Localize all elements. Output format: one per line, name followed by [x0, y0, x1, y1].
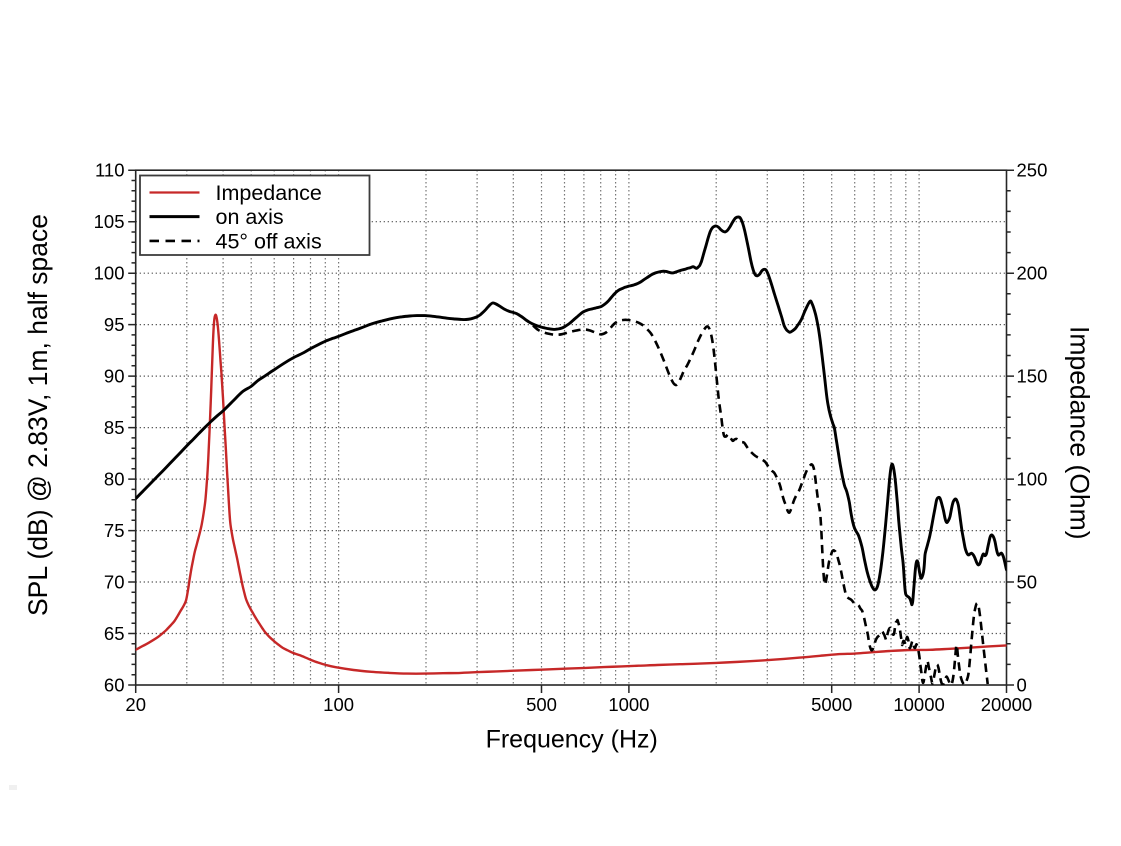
svg-text:on axis: on axis — [216, 205, 284, 229]
svg-text:80: 80 — [104, 469, 125, 490]
svg-text:SPL (dB) @ 2.83V, 1m, half spa: SPL (dB) @ 2.83V, 1m, half space — [23, 214, 53, 616]
svg-text:95: 95 — [104, 314, 125, 335]
svg-text:50: 50 — [1017, 571, 1038, 592]
svg-text:100: 100 — [1017, 469, 1048, 490]
svg-text:20: 20 — [125, 694, 146, 715]
svg-text:100: 100 — [323, 694, 354, 715]
svg-text:10000: 10000 — [893, 694, 944, 715]
svg-text:0: 0 — [1017, 674, 1027, 695]
svg-text:500: 500 — [526, 694, 557, 715]
svg-text:Impedance (Ohm): Impedance (Ohm) — [1065, 326, 1095, 540]
svg-text:90: 90 — [104, 366, 125, 387]
svg-text:150: 150 — [1017, 366, 1048, 387]
svg-text:60: 60 — [104, 674, 125, 695]
svg-text:65: 65 — [104, 623, 125, 644]
svg-text:105: 105 — [94, 211, 125, 232]
svg-text:45° off axis: 45° off axis — [216, 229, 322, 253]
svg-text:5000: 5000 — [811, 694, 852, 715]
svg-text:Impedance: Impedance — [216, 181, 322, 205]
svg-text:250: 250 — [1017, 160, 1048, 181]
svg-text:200: 200 — [1017, 263, 1048, 284]
svg-text:Frequency (Hz): Frequency (Hz) — [486, 726, 658, 754]
svg-text:100: 100 — [94, 263, 125, 284]
svg-text:1000: 1000 — [608, 694, 649, 715]
svg-text:70: 70 — [104, 571, 125, 592]
svg-text:20000: 20000 — [981, 694, 1032, 715]
svg-text:75: 75 — [104, 520, 125, 541]
svg-text:85: 85 — [104, 417, 125, 438]
svg-text:110: 110 — [95, 160, 125, 181]
